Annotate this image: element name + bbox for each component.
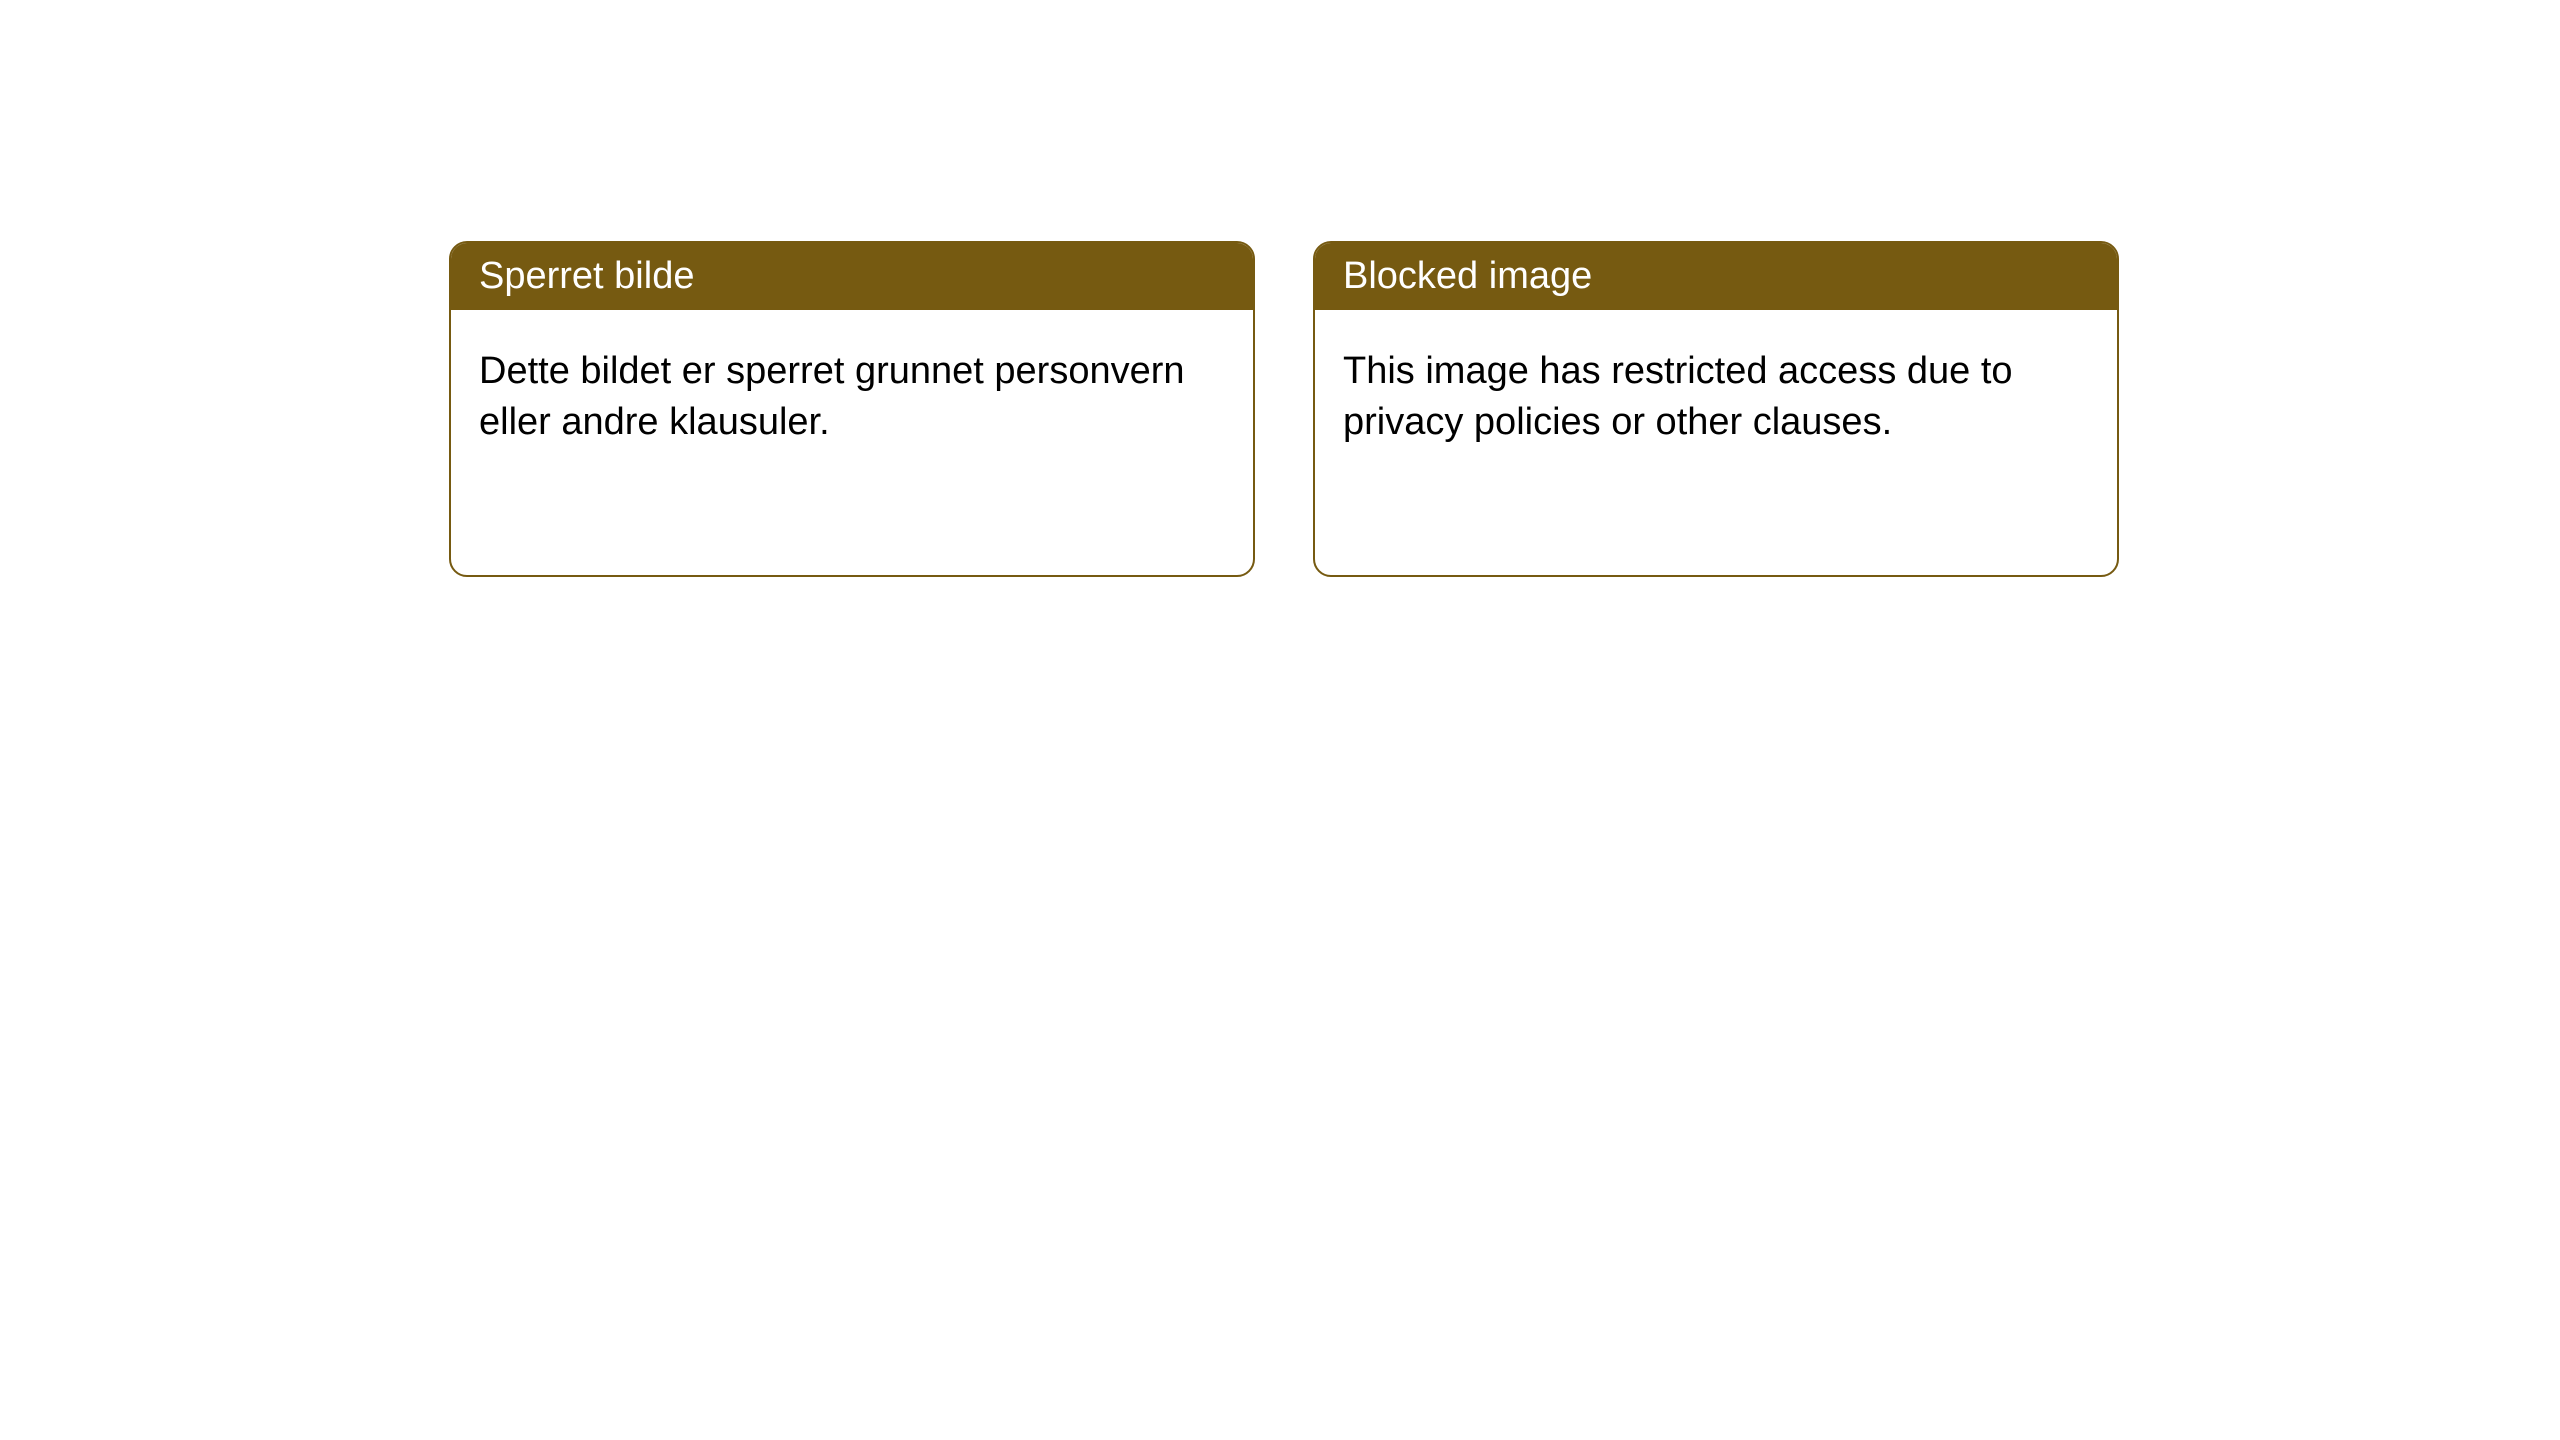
notice-body: This image has restricted access due to … <box>1315 310 2117 485</box>
notice-header: Sperret bilde <box>451 243 1253 310</box>
notice-title: Blocked image <box>1343 255 1592 297</box>
notice-card-english: Blocked image This image has restricted … <box>1313 241 2119 577</box>
notice-message: Dette bildet er sperret grunnet personve… <box>479 350 1185 443</box>
notice-message: This image has restricted access due to … <box>1343 350 2013 443</box>
notice-body: Dette bildet er sperret grunnet personve… <box>451 310 1253 485</box>
notice-card-norwegian: Sperret bilde Dette bildet er sperret gr… <box>449 241 1255 577</box>
notice-header: Blocked image <box>1315 243 2117 310</box>
notice-title: Sperret bilde <box>479 255 694 297</box>
notice-container: Sperret bilde Dette bildet er sperret gr… <box>0 0 2560 577</box>
